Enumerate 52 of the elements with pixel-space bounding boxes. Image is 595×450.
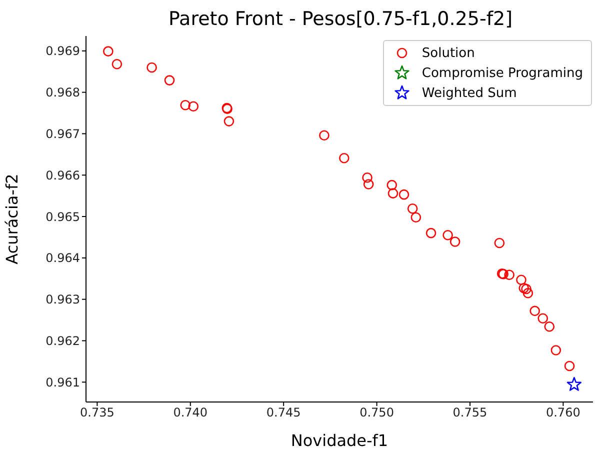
y-tick-label: 0.963 bbox=[46, 292, 80, 307]
point bbox=[426, 228, 436, 238]
point bbox=[112, 59, 122, 70]
y-tick-label: 0.965 bbox=[46, 210, 80, 224]
x-axis-title: Novidade-f1 bbox=[290, 431, 388, 450]
point bbox=[442, 230, 453, 240]
point bbox=[450, 236, 460, 247]
point bbox=[362, 172, 372, 183]
point bbox=[319, 130, 330, 141]
point bbox=[504, 270, 514, 280]
point bbox=[188, 101, 199, 112]
x-tick-label: 0.735 bbox=[80, 406, 114, 420]
point bbox=[164, 75, 175, 86]
x-tick-label: 0.760 bbox=[546, 406, 580, 420]
point bbox=[339, 152, 350, 164]
point bbox=[516, 274, 526, 286]
chart-title: Pareto Front - Pesos[0.75-f1,0.25-f2] bbox=[167, 8, 514, 30]
point bbox=[564, 360, 575, 372]
y-axis-title: Acurácia-f2 bbox=[2, 174, 22, 264]
point bbox=[494, 238, 505, 248]
x-tick-label: 0.750 bbox=[360, 406, 394, 420]
point bbox=[407, 204, 418, 214]
legend-label: Solution bbox=[422, 46, 475, 60]
point bbox=[363, 179, 374, 190]
legend-label: Compromise Programing bbox=[422, 66, 583, 80]
point bbox=[386, 180, 398, 190]
x-tick-label: 0.740 bbox=[173, 406, 208, 420]
y-tick-label: 0.966 bbox=[46, 168, 80, 182]
point bbox=[521, 284, 532, 294]
point bbox=[103, 46, 114, 56]
point bbox=[388, 188, 398, 198]
point bbox=[544, 321, 555, 332]
y-tick-label: 0.967 bbox=[46, 126, 80, 141]
point bbox=[518, 282, 529, 294]
y-tick-label: 0.968 bbox=[46, 86, 80, 100]
point bbox=[224, 116, 234, 126]
point bbox=[538, 313, 548, 324]
y-tick-label: 0.961 bbox=[46, 375, 80, 390]
y-tick-label: 0.964 bbox=[46, 251, 80, 266]
x-tick-label: 0.745 bbox=[266, 406, 301, 420]
point bbox=[180, 100, 190, 110]
point bbox=[550, 345, 562, 356]
x-tick-label: 0.755 bbox=[452, 406, 488, 420]
legend-label: Weighted Sum bbox=[422, 86, 517, 100]
y-tick-label: 0.962 bbox=[46, 334, 80, 348]
point bbox=[530, 306, 540, 316]
point bbox=[522, 288, 534, 298]
point bbox=[566, 376, 582, 391]
point bbox=[146, 62, 157, 73]
point bbox=[410, 212, 422, 222]
point bbox=[398, 189, 410, 200]
y-tick-label: 0.969 bbox=[46, 44, 80, 58]
